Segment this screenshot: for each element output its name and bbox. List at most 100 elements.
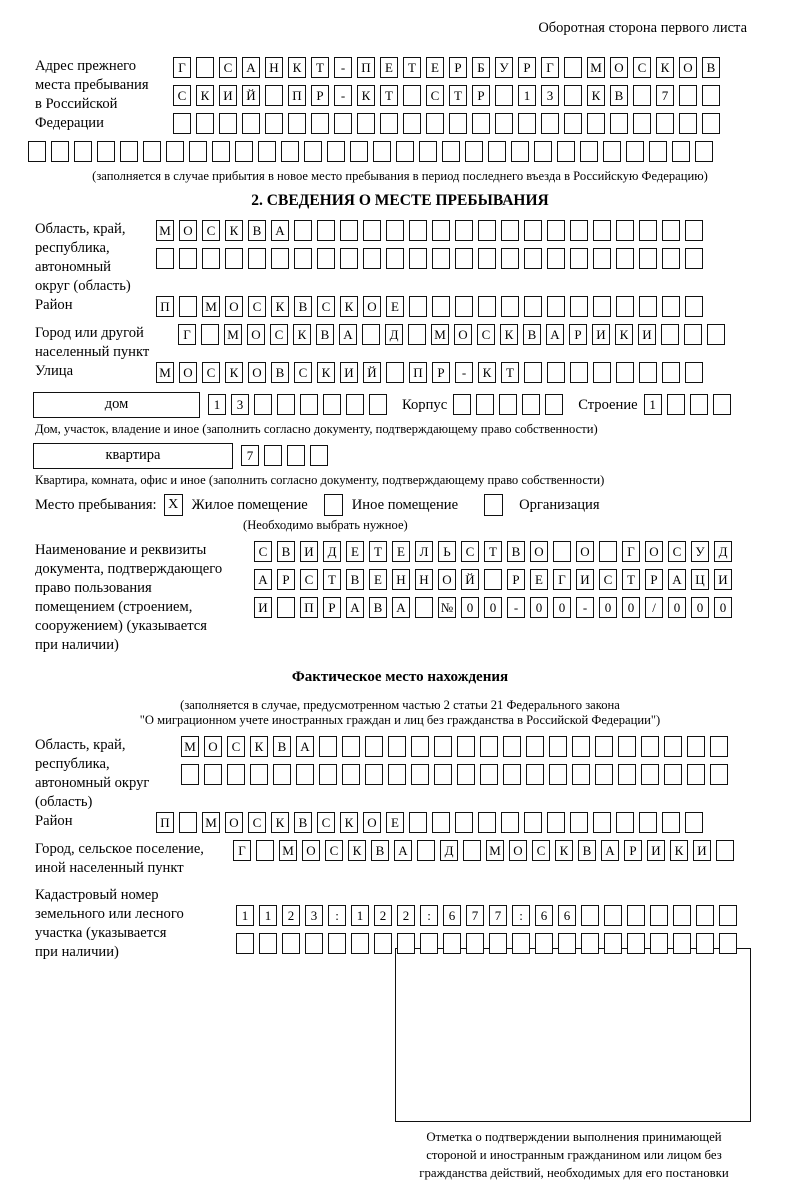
char-cell[interactable] xyxy=(466,933,484,954)
char-cell[interactable]: В xyxy=(346,569,364,590)
char-cell[interactable] xyxy=(616,362,634,383)
char-cell[interactable] xyxy=(305,933,323,954)
char-cell[interactable] xyxy=(610,113,628,134)
char-cell[interactable] xyxy=(432,296,450,317)
char-cell[interactable]: С xyxy=(317,296,335,317)
char-cell[interactable] xyxy=(549,736,567,757)
char-cell[interactable] xyxy=(604,905,622,926)
char-cell[interactable]: 0 xyxy=(714,597,732,618)
char-cell[interactable] xyxy=(403,113,421,134)
char-cell[interactable] xyxy=(386,248,404,269)
char-cell[interactable] xyxy=(501,248,519,269)
char-cell[interactable]: И xyxy=(219,85,237,106)
char-cell[interactable]: П xyxy=(300,597,318,618)
char-cell[interactable] xyxy=(593,220,611,241)
char-cell[interactable] xyxy=(672,141,690,162)
char-cell[interactable]: М xyxy=(156,362,174,383)
char-cell[interactable]: О xyxy=(454,324,472,345)
char-cell[interactable]: Г xyxy=(541,57,559,78)
char-cell[interactable]: А xyxy=(392,597,410,618)
char-cell[interactable] xyxy=(386,220,404,241)
char-cell[interactable] xyxy=(547,296,565,317)
char-cell[interactable]: 3 xyxy=(231,394,249,415)
char-cell[interactable] xyxy=(465,141,483,162)
char-cell[interactable] xyxy=(328,933,346,954)
char-cell[interactable] xyxy=(317,220,335,241)
char-cell[interactable] xyxy=(478,220,496,241)
char-cell[interactable] xyxy=(685,362,703,383)
char-cell[interactable] xyxy=(547,362,565,383)
char-cell[interactable]: Б xyxy=(472,57,490,78)
char-cell[interactable] xyxy=(541,113,559,134)
char-cell[interactable] xyxy=(455,812,473,833)
char-cell[interactable] xyxy=(684,324,702,345)
char-cell[interactable] xyxy=(564,57,582,78)
char-cell[interactable]: 3 xyxy=(305,905,323,926)
char-cell[interactable]: - xyxy=(455,362,473,383)
char-cell[interactable] xyxy=(627,905,645,926)
char-cell[interactable]: О xyxy=(363,812,381,833)
char-cell[interactable]: Д xyxy=(385,324,403,345)
char-cell[interactable] xyxy=(350,141,368,162)
char-cell[interactable] xyxy=(304,141,322,162)
char-cell[interactable] xyxy=(426,113,444,134)
char-cell[interactable] xyxy=(535,933,553,954)
char-cell[interactable]: А xyxy=(394,840,412,861)
char-cell[interactable] xyxy=(273,764,291,785)
char-cell[interactable] xyxy=(526,764,544,785)
char-cell[interactable] xyxy=(173,113,191,134)
char-cell[interactable] xyxy=(526,736,544,757)
char-cell[interactable]: 0 xyxy=(553,597,571,618)
char-cell[interactable]: А xyxy=(339,324,357,345)
char-cell[interactable] xyxy=(453,394,472,415)
char-cell[interactable] xyxy=(227,764,245,785)
char-cell[interactable]: - xyxy=(576,597,594,618)
char-cell[interactable] xyxy=(618,736,636,757)
char-cell[interactable] xyxy=(235,141,253,162)
char-cell[interactable]: С xyxy=(219,57,237,78)
char-cell[interactable]: С xyxy=(202,220,220,241)
char-cell[interactable] xyxy=(420,933,438,954)
char-cell[interactable] xyxy=(396,141,414,162)
char-cell[interactable]: И xyxy=(300,541,318,562)
char-cell[interactable]: И xyxy=(647,840,665,861)
char-cell[interactable] xyxy=(662,220,680,241)
char-cell[interactable] xyxy=(156,248,174,269)
char-cell[interactable] xyxy=(685,220,703,241)
char-cell[interactable] xyxy=(196,57,214,78)
char-cell[interactable] xyxy=(707,324,725,345)
char-cell[interactable] xyxy=(248,248,266,269)
char-cell[interactable] xyxy=(499,394,518,415)
char-cell[interactable] xyxy=(327,141,345,162)
char-cell[interactable]: О xyxy=(179,362,197,383)
char-cell[interactable] xyxy=(408,324,426,345)
char-cell[interactable] xyxy=(673,905,691,926)
char-cell[interactable] xyxy=(225,248,243,269)
char-cell[interactable]: Т xyxy=(369,541,387,562)
char-cell[interactable]: К xyxy=(250,736,268,757)
char-cell[interactable] xyxy=(604,933,622,954)
char-cell[interactable] xyxy=(599,541,617,562)
char-cell[interactable]: А xyxy=(346,597,364,618)
char-cell[interactable]: Р xyxy=(277,569,295,590)
char-cell[interactable]: - xyxy=(507,597,525,618)
char-cell[interactable]: М xyxy=(486,840,504,861)
char-cell[interactable] xyxy=(143,141,161,162)
char-cell[interactable]: / xyxy=(645,597,663,618)
char-cell[interactable]: В xyxy=(702,57,720,78)
char-cell[interactable] xyxy=(572,736,590,757)
char-cell[interactable] xyxy=(696,933,714,954)
char-cell[interactable] xyxy=(397,933,415,954)
char-cell[interactable]: Н xyxy=(265,57,283,78)
char-cell[interactable]: Г xyxy=(622,541,640,562)
char-cell[interactable]: П xyxy=(156,296,174,317)
char-cell[interactable] xyxy=(201,324,219,345)
char-cell[interactable]: К xyxy=(500,324,518,345)
checkbox-other-premises[interactable] xyxy=(323,494,343,516)
char-cell[interactable] xyxy=(179,812,197,833)
char-cell[interactable] xyxy=(409,296,427,317)
char-cell[interactable] xyxy=(388,736,406,757)
char-cell[interactable] xyxy=(662,296,680,317)
char-cell[interactable] xyxy=(616,248,634,269)
char-cell[interactable] xyxy=(294,220,312,241)
